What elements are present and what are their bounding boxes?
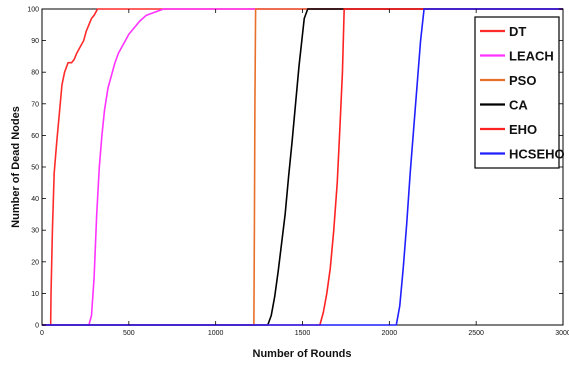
legend-box — [474, 16, 560, 169]
x-tick-label: 2500 — [468, 330, 484, 337]
y-axis-label: Number of Dead Nodes — [10, 106, 22, 228]
legend-label-ca: CA — [509, 98, 528, 113]
y-tick-label: 40 — [31, 196, 39, 203]
series-line-dt — [42, 8, 563, 326]
x-tick-label: 2000 — [382, 330, 398, 337]
axis-ticks: 0 500 1000 1500 2000 2500 3000 0 10 20 30 40 50 60 70 8… — [27, 7, 569, 338]
x-tick-label: 0 — [40, 330, 44, 337]
series-line-hcseho — [42, 8, 563, 326]
y-tick-label: 100 — [27, 7, 39, 14]
series-lines — [42, 8, 563, 326]
legend-label-leach: LEACH — [509, 49, 554, 64]
y-tick-label: 20 — [31, 259, 39, 266]
series-line-ca — [42, 8, 563, 326]
x-axis-label: Number of Rounds — [253, 348, 352, 360]
y-tick-label: 90 — [31, 38, 39, 45]
y-tick-label: 60 — [31, 133, 39, 140]
legend: DT LEACH PSO CA EHO HCSEHO — [474, 16, 565, 169]
legend-label-pso: PSO — [509, 73, 536, 88]
x-tick-label: 500 — [123, 330, 135, 337]
y-tick-label: 70 — [31, 101, 39, 108]
legend-label-dt: DT — [509, 24, 526, 39]
y-tick-label: 50 — [31, 165, 39, 172]
x-tick-label: 3000 — [555, 330, 569, 337]
y-tick-label: 0 — [35, 323, 39, 330]
legend-label-hcseho: HCSEHO — [509, 147, 565, 162]
x-tick-label: 1000 — [208, 330, 224, 337]
y-tick-label: 30 — [31, 228, 39, 235]
series-line-leach — [42, 8, 563, 326]
y-tick-label: 10 — [31, 291, 39, 298]
legend-label-eho: EHO — [509, 122, 537, 137]
x-tick-label: 1500 — [295, 330, 311, 337]
series-line-eho — [42, 8, 563, 326]
y-tick-label: 80 — [31, 70, 39, 77]
